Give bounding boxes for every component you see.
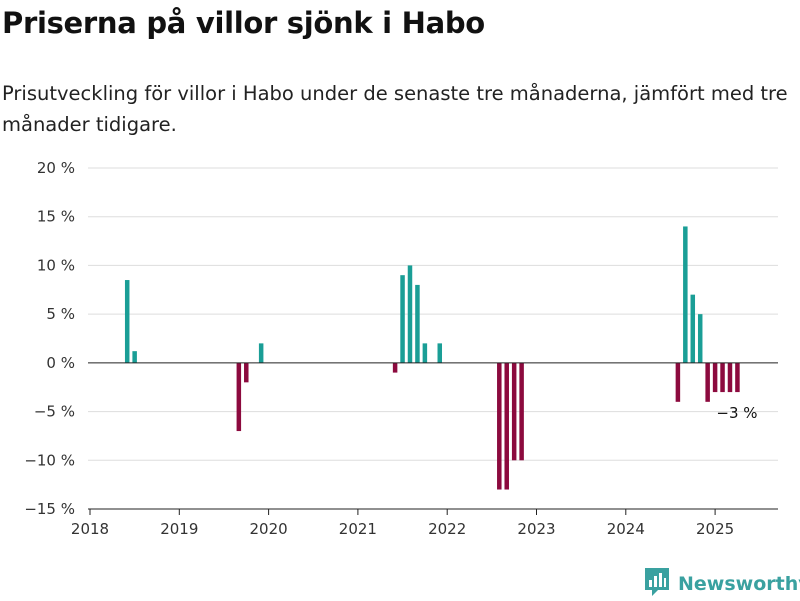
bar: [697, 314, 703, 363]
x-tick-label: 2024: [607, 520, 645, 538]
bar: [720, 362, 725, 393]
bar: [712, 362, 718, 393]
page-subtitle: Prisutveckling för villor i Habo under d…: [2, 82, 788, 136]
y-tick-label: 0 %: [46, 354, 75, 372]
bar: [400, 275, 405, 363]
bar: [705, 362, 710, 402]
bar: [683, 226, 688, 363]
bar: [727, 362, 733, 393]
x-tick-label: 2019: [160, 520, 198, 538]
x-tick-label: 2025: [696, 520, 734, 538]
y-tick-label: −5 %: [34, 403, 75, 421]
y-tick-label: 20 %: [37, 159, 75, 177]
last-value-annotation: −3 %: [716, 404, 757, 422]
bar: [407, 265, 413, 363]
bar: [519, 362, 524, 461]
y-tick-label: −10 %: [24, 451, 75, 469]
brand-name: Newsworthy: [678, 573, 800, 595]
bar-chart: −15 % −10 % −5 % 0 % 5 % 10 % 15 % 20 % 2018 2019…: [24, 159, 778, 538]
bar: [236, 362, 242, 432]
bar: [504, 362, 509, 490]
y-tick-label: 10 %: [37, 256, 75, 274]
bar: [422, 343, 428, 363]
bar: [675, 362, 681, 402]
bar-chart-logo-icon: [644, 567, 670, 601]
bar: [244, 362, 249, 383]
bar: [497, 362, 502, 490]
bar: [124, 280, 130, 363]
page-title: Priserna på villor sjönk i Habo: [2, 6, 485, 40]
bar: [511, 362, 517, 461]
bar: [437, 343, 443, 363]
newsworthy-brand[interactable]: Newsworthy: [644, 568, 800, 600]
x-tick-label: 2023: [517, 520, 555, 538]
x-tick-label: 2020: [250, 520, 288, 538]
bar: [415, 284, 420, 363]
bar: [258, 343, 264, 363]
bar: [392, 362, 398, 373]
bar: [132, 351, 137, 363]
x-tick-label: 2018: [71, 520, 109, 538]
y-tick-label: 5 %: [46, 305, 75, 323]
x-tick-label: 2022: [428, 520, 466, 538]
y-tick-label: 15 %: [37, 208, 75, 226]
bar: [735, 362, 740, 393]
y-tick-label: −15 %: [24, 500, 75, 518]
bar: [690, 294, 696, 363]
x-tick-label: 2021: [339, 520, 377, 538]
